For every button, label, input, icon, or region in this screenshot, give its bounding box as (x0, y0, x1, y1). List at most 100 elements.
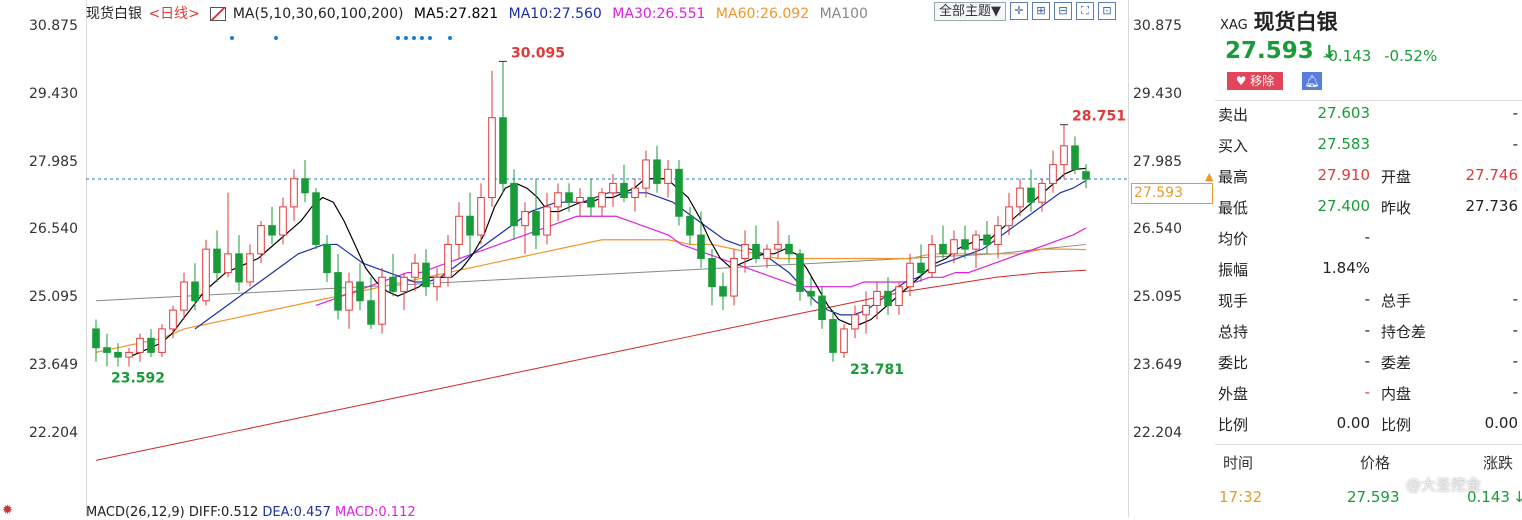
current-price-marker: 27.593 (1131, 183, 1213, 204)
candle-up (1016, 187, 1024, 208)
chart-canvas[interactable]: 30.095 28.751 23.592 23.781 (86, 0, 1128, 517)
quote-value: - (1512, 290, 1518, 308)
quote-label: 开盘 (1381, 168, 1412, 186)
change-percent: -0.52% (1384, 47, 1438, 65)
chart-toolbar: 全部主题▼ ✛ ⊞ ⊟ ⛶ ⊡ (934, 2, 1116, 22)
candle-down (565, 192, 573, 203)
symbol-name: 现货白银 (1253, 10, 1338, 34)
candle-up (400, 276, 408, 292)
ytick: 27.985 (1133, 154, 1182, 170)
candle-down (466, 215, 474, 236)
heart-icon: ♥ (1235, 74, 1247, 88)
down-arrow-icon: ↓ (1321, 42, 1337, 63)
quote-panel: XAG 现货白银 27.593 ↓ -0.143 -0.52% ♥ 移除 🔔︎ 卖… (1215, 0, 1522, 517)
settings-gear-icon[interactable]: ✹ (2, 503, 13, 518)
quote-value: - (1364, 352, 1370, 370)
quote-label: 振幅 (1218, 261, 1249, 279)
ytick: 23.649 (29, 357, 78, 373)
quote-label: 委差 (1381, 354, 1412, 372)
trade-col-change: 涨跌 (1483, 454, 1514, 472)
event-dot (420, 36, 424, 40)
quote-label: 卖出 (1218, 106, 1249, 124)
candle-up (730, 258, 738, 297)
last-price-value: 27.593 (1225, 38, 1314, 64)
trade-change: 0.143 (1467, 488, 1510, 506)
candle-down (532, 211, 540, 236)
candle-down (752, 243, 760, 260)
candle-up (202, 248, 210, 302)
candle-down (367, 300, 375, 325)
candle-down (268, 225, 276, 236)
candle-down (939, 243, 947, 255)
candle-down (620, 182, 628, 198)
candle-up (444, 243, 452, 278)
ytick: 30.875 (1133, 18, 1182, 34)
quote-row: 均价 - (1215, 228, 1522, 258)
candle-down (653, 159, 661, 184)
candle-up (125, 351, 133, 358)
candle-down (829, 319, 837, 353)
quote-value: - (1364, 321, 1370, 339)
candle-up (169, 309, 177, 330)
zoom-in-icon[interactable]: ⊞ (1032, 2, 1050, 20)
quote-row: 买入 27.583 - (1215, 135, 1522, 165)
crosshair-icon[interactable]: ✛ (1010, 2, 1028, 20)
event-dot (274, 36, 278, 40)
quote-title: XAG 现货白银 (1220, 6, 1338, 36)
candlestick-chart[interactable]: 30.095 28.751 23.592 23.781 (86, 0, 1128, 517)
candle-down (103, 347, 111, 353)
candle-down (1082, 171, 1090, 180)
price-axis-left: 30.875 29.430 27.985 26.540 25.095 23.64… (0, 0, 87, 517)
ytick: 25.095 (1133, 289, 1182, 305)
ma-legend: 现货白银 <日线> MA(5,10,30,60,100,200) MA5:27.… (86, 3, 874, 23)
zoom-out-icon[interactable]: ⊟ (1054, 2, 1072, 20)
quote-row: 振幅 1.84% (1215, 259, 1522, 289)
candle-down (697, 234, 705, 260)
candle-up (851, 314, 859, 330)
candle-down (389, 276, 397, 292)
candle-up (521, 211, 529, 227)
event-dot (230, 36, 234, 40)
candle-up (840, 328, 848, 353)
quote-value: - (1512, 383, 1518, 401)
theme-dropdown[interactable]: 全部主题▼ (934, 2, 1006, 21)
ma-indicator-icon[interactable] (210, 7, 227, 21)
candle-up (994, 225, 1002, 245)
ma200-line (95, 269, 1087, 461)
candle-down (191, 281, 199, 302)
quote-label: 外盘 (1218, 385, 1249, 403)
candle-up (741, 243, 749, 260)
recent-high-label: 28.751 (1072, 109, 1126, 125)
quote-value: 27.910 (1317, 166, 1371, 184)
candle-down (983, 234, 991, 245)
price-axis-right: 30.875 29.430 27.985 26.540 25.095 23.64… (1128, 0, 1215, 517)
quote-label: 比例 (1381, 416, 1412, 434)
quote-row: 最低 27.400 昨收 27.736 (1215, 197, 1522, 227)
candle-up (257, 225, 265, 255)
change-value: -0.143 (1323, 47, 1372, 65)
remove-label: 移除 (1250, 74, 1275, 88)
candle-up (1049, 164, 1057, 184)
quote-value: - (1512, 321, 1518, 339)
period-selector[interactable]: <日线> (148, 6, 200, 22)
divider (1215, 444, 1522, 445)
candle-down (235, 253, 243, 283)
ma60-value: MA60:26.092 (715, 6, 810, 22)
quote-row: 最高 27.910 开盘 27.746 (1215, 166, 1522, 196)
fullscreen-icon[interactable]: ⛶ (1076, 2, 1094, 20)
alert-bell-button[interactable]: 🔔︎ (1302, 72, 1322, 90)
candle-down (312, 192, 320, 245)
candle-down (301, 178, 309, 194)
candle-up (224, 253, 232, 274)
remove-watchlist-button[interactable]: ♥ 移除 (1227, 72, 1283, 90)
macd-dea: DEA:0.457 (262, 505, 331, 520)
ytick: 29.430 (29, 86, 78, 102)
quote-value: 1.84% (1322, 259, 1370, 277)
restore-icon[interactable]: ⊡ (1098, 2, 1116, 20)
quote-row: 比例 0.00 比例 0.00 (1215, 414, 1522, 444)
quote-label: 内盘 (1381, 385, 1412, 403)
candle-up (477, 196, 485, 236)
ytick: 30.875 (29, 18, 78, 34)
candle-up (411, 262, 419, 278)
ma10-value: MA10:27.560 (508, 6, 602, 22)
